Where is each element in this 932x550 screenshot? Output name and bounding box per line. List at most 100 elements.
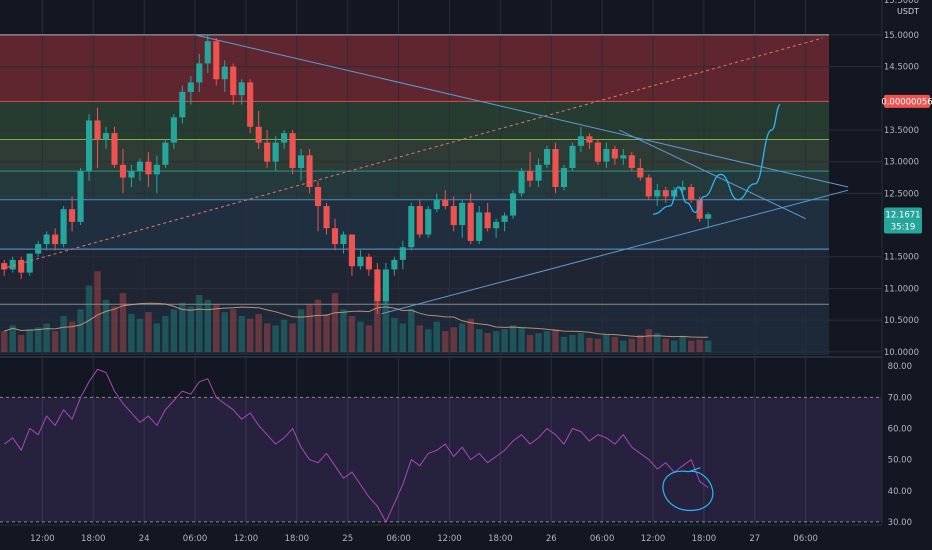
volume-bar	[136, 318, 144, 352]
fib-zone	[0, 199, 829, 250]
time-tick-label: 12:00	[234, 534, 259, 544]
time-tick-label: 18:00	[81, 534, 106, 544]
time-tick-label: 06:00	[386, 534, 411, 544]
volume-bar	[492, 331, 500, 352]
trendline	[618, 129, 806, 220]
last-price-badge: 12.1671 35:19	[884, 207, 922, 234]
volume-ma-line	[4, 302, 709, 338]
volume-bar	[357, 321, 364, 352]
volume-bar	[187, 306, 195, 352]
volume-bar	[179, 302, 186, 352]
candle	[467, 193, 474, 245]
volume-bar	[68, 321, 76, 352]
candle-body	[433, 199, 440, 210]
volume-bar	[221, 312, 228, 352]
volume-bar	[246, 318, 254, 352]
volume-bar	[382, 299, 390, 352]
candle-body	[569, 145, 576, 168]
candle-body	[442, 199, 449, 207]
candle-body	[340, 234, 347, 245]
candle-body	[671, 190, 678, 197]
candle-body	[518, 171, 525, 194]
volume-bar	[297, 309, 305, 352]
time-tick-label: 18:00	[488, 534, 513, 544]
candle	[399, 240, 406, 270]
candle	[69, 196, 76, 232]
volume-bar	[696, 339, 703, 352]
candle	[18, 256, 25, 279]
price-axis-bg	[882, 0, 932, 550]
candle-body	[688, 187, 695, 200]
volume-bar	[51, 331, 59, 352]
candle	[416, 199, 423, 238]
candle-body	[85, 120, 93, 172]
candle	[493, 218, 500, 238]
volume-bar	[628, 338, 636, 352]
candle	[552, 142, 559, 194]
candle-body	[577, 136, 584, 146]
price-tick-label: 11.0000	[884, 284, 919, 294]
currency-unit-label: USDT	[897, 7, 919, 16]
candle	[52, 228, 59, 251]
candle-body	[187, 82, 194, 92]
candle-body	[272, 142, 279, 162]
volume-bar	[654, 333, 661, 352]
candle-body	[662, 190, 669, 197]
candle-body	[18, 259, 25, 273]
volume-bar	[289, 323, 296, 352]
candle	[9, 256, 16, 273]
volume-bar	[77, 309, 84, 352]
volume-bar	[204, 299, 212, 352]
candle	[705, 212, 712, 229]
volume-bar	[577, 333, 585, 352]
volume-bar	[704, 340, 712, 352]
volume-bar	[170, 309, 178, 352]
price-tick-label: 12.5000	[884, 189, 919, 199]
candle-body	[543, 148, 551, 165]
candle-body	[9, 259, 16, 270]
candle-body	[60, 209, 67, 245]
fib-zone	[0, 101, 829, 140]
volume-bar	[162, 315, 169, 352]
volume-bar	[9, 325, 16, 352]
candle	[43, 231, 50, 251]
candle	[153, 155, 160, 194]
volume-bar	[458, 323, 466, 352]
candle-body	[323, 206, 330, 229]
time-tick-label: 18:00	[285, 534, 310, 544]
volume-bar	[425, 329, 432, 352]
rsi-tick-label: 30.00	[888, 518, 912, 528]
projection-curve	[652, 103, 781, 215]
volume-bar	[1, 331, 8, 352]
volume-bar	[213, 304, 220, 352]
candle	[340, 231, 347, 254]
volume-bar	[433, 321, 440, 352]
volume-bar	[569, 334, 576, 352]
candle	[298, 148, 305, 181]
candle	[696, 196, 703, 222]
candle-body	[136, 161, 143, 172]
candle	[425, 206, 432, 238]
candle	[628, 152, 635, 172]
volume-bar	[280, 319, 288, 352]
indicator-badge: 0.00000056	[881, 94, 932, 108]
volume-bar	[662, 338, 669, 352]
candle-body	[450, 206, 457, 226]
candle-body	[213, 41, 220, 80]
volume-bar	[603, 334, 610, 352]
volume-bar	[255, 314, 262, 352]
candle	[102, 126, 110, 149]
candle-body	[510, 193, 517, 216]
rsi-axis: 80.00 70.00 60.00 50.00 40.00 30.00	[888, 362, 912, 528]
volume-bar	[611, 336, 619, 352]
candle-body	[331, 228, 339, 245]
candle-body	[162, 142, 169, 165]
candle	[85, 114, 93, 181]
volume-bar	[679, 336, 686, 352]
candle-body	[1, 263, 8, 270]
time-tick-label: 18:00	[692, 534, 717, 544]
candles	[1, 34, 712, 314]
candle-body	[52, 234, 59, 245]
price-tick-label: 15.0000	[884, 31, 919, 41]
